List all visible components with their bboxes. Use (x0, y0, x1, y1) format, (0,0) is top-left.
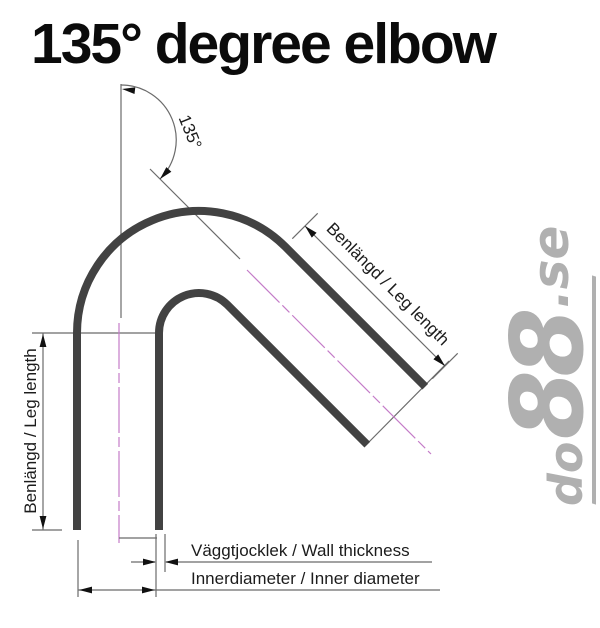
arrowhead (39, 516, 47, 529)
tube-inner-wall (155, 289, 371, 530)
arrowhead (142, 586, 155, 594)
angle-arc (120, 84, 177, 180)
leg-length-label-diagonal: Benlängd / Leg length (323, 219, 453, 349)
tube-outer-wall (73, 207, 429, 530)
centerlines (118, 269, 432, 543)
inner-diameter-label: Innerdiameter / Inner diameter (191, 569, 420, 588)
arrowhead (143, 558, 156, 566)
watermark-suffix: .se (522, 225, 580, 309)
leg-length-dimension-left: Benlängd / Leg length (21, 332, 160, 531)
elbow-tube (73, 207, 429, 530)
watermark-number: 88 (489, 314, 600, 440)
arrowhead (79, 586, 92, 594)
watermark-logo: do 88 .se (489, 176, 600, 506)
leg-length-label-vertical: Benlängd / Leg length (21, 348, 40, 513)
dimension-line (304, 225, 446, 367)
centerline-diagonal (246, 269, 432, 455)
wall-thickness-label: Väggtjocklek / Wall thickness (191, 541, 410, 560)
bottom-dimensions: Väggtjocklek / Wall thickness Innerdiame… (77, 534, 440, 597)
tube-end-face-line (364, 360, 450, 447)
arrowhead (165, 558, 178, 566)
watermark-underline (592, 275, 596, 505)
angle-dimension: 135° (120, 84, 241, 318)
leg-length-dimension-diagonal: Benlängd / Leg length (291, 212, 459, 447)
arrowhead (39, 334, 47, 347)
watermark-prefix: do (539, 441, 593, 506)
angle-label: 135° (175, 112, 206, 152)
page-title: 135° degree elbow (31, 12, 497, 76)
